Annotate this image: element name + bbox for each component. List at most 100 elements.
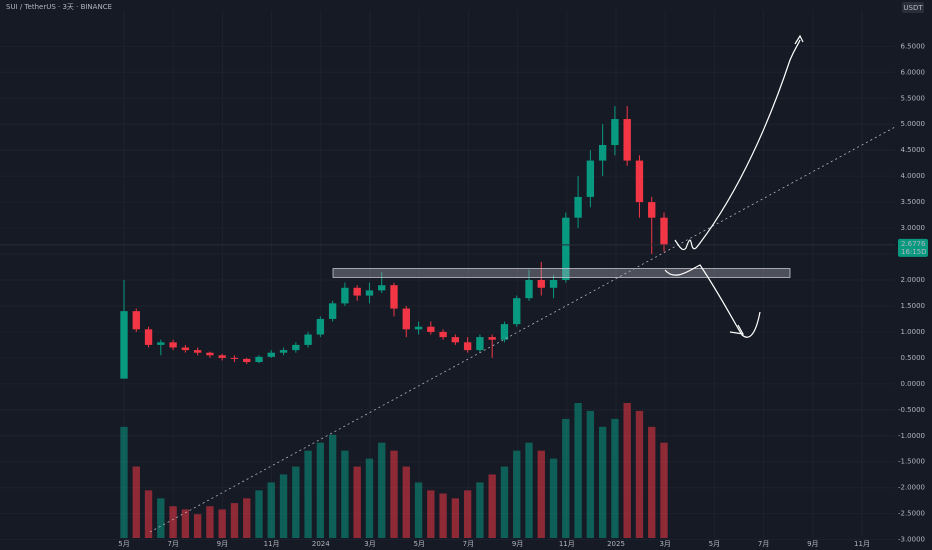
- x-tick-label: 9月: [217, 540, 228, 548]
- y-tick-label: 4.0000: [901, 172, 926, 180]
- candle-body: [402, 308, 410, 330]
- candle-body: [193, 350, 202, 353]
- candle-body: [451, 337, 460, 343]
- volume-bar: [243, 498, 251, 538]
- candle-body: [157, 342, 165, 345]
- candle-body: [365, 290, 374, 296]
- candle-body: [328, 303, 337, 319]
- volume-bar: [574, 403, 582, 538]
- y-tick-label: -1.0000: [898, 432, 925, 440]
- last-price-box: [898, 238, 928, 257]
- candle-body: [243, 358, 251, 363]
- candle-body: [660, 217, 668, 245]
- candle-body: [598, 145, 607, 161]
- volume-bar: [353, 466, 361, 538]
- volume-bar: [206, 506, 214, 538]
- volume-bar: [648, 426, 656, 538]
- x-tick-label: 5月: [709, 540, 720, 548]
- volume-bar: [279, 474, 288, 538]
- y-tick-label: -0.5000: [898, 406, 925, 414]
- volume-bar: [292, 466, 300, 538]
- volume-bar: [598, 426, 607, 538]
- candle-body: [353, 287, 361, 296]
- y-tick-label: -2.5000: [898, 510, 925, 518]
- volume-bar: [157, 498, 165, 538]
- currency-label: USDT: [903, 4, 923, 12]
- x-tick-label: 2024: [312, 540, 330, 548]
- candle-body: [120, 311, 128, 379]
- candle-body: [513, 298, 521, 325]
- trend-line: [149, 126, 896, 533]
- candle-body: [304, 334, 312, 345]
- volume-bar: [427, 490, 435, 538]
- y-tick-label: 4.5000: [901, 146, 926, 154]
- candle-body: [549, 280, 558, 288]
- volume-bar: [378, 442, 386, 538]
- volume-bar: [316, 442, 325, 538]
- y-tick-label: -1.5000: [898, 458, 925, 466]
- candle-body: [463, 342, 472, 351]
- volume-bar: [463, 490, 472, 538]
- candle-body: [390, 285, 398, 309]
- volume-bar: [500, 466, 509, 538]
- volume-bar: [390, 450, 398, 538]
- x-tick-label: 11月: [854, 540, 870, 548]
- candle-body: [623, 119, 631, 161]
- candle-body: [181, 347, 190, 351]
- volume-bar: [365, 458, 374, 538]
- volume-bar: [144, 490, 153, 538]
- volume-bar: [451, 498, 460, 538]
- volume-bar: [193, 514, 202, 538]
- candle-body: [611, 119, 619, 145]
- x-tick-label: 9月: [512, 540, 523, 548]
- candle-body: [316, 318, 325, 335]
- candle-body: [488, 337, 496, 340]
- volume-bar: [635, 410, 644, 538]
- currency-box: [902, 2, 924, 13]
- support-zone: [332, 268, 791, 278]
- x-tick-label: 7月: [758, 540, 769, 548]
- volume-bar: [660, 442, 668, 538]
- candle-body: [414, 326, 423, 330]
- candle-body: [648, 202, 656, 218]
- volume-bar: [304, 450, 312, 538]
- volume-bar: [230, 503, 239, 538]
- candle-body: [439, 331, 447, 338]
- volume-bar: [132, 466, 140, 538]
- candle-body: [279, 350, 288, 353]
- drawn-up-arrow: [674, 34, 804, 251]
- y-tick-label: 6.0000: [901, 68, 926, 76]
- candle-body: [427, 326, 435, 332]
- candle-body: [635, 160, 644, 203]
- candle-body: [255, 356, 263, 363]
- x-tick-label: 11月: [559, 540, 575, 548]
- volume-bar: [476, 482, 484, 538]
- y-tick-label: -2.0000: [898, 484, 925, 492]
- candle-body: [341, 287, 349, 304]
- volume-bar: [120, 426, 128, 538]
- drawn-down-arrow: [664, 264, 761, 338]
- volume-bar: [328, 434, 337, 538]
- volume-bar: [181, 509, 190, 538]
- candle-body: [476, 337, 484, 351]
- y-tick-label: 3.5000: [901, 198, 926, 206]
- chart-title: SUI / TetherUS · 3天 · BINANCE: [6, 3, 112, 11]
- candle-body: [292, 344, 300, 351]
- x-tick-label: 5月: [413, 540, 424, 548]
- volume-bar: [611, 418, 619, 538]
- candle-body: [378, 285, 386, 291]
- x-tick-label: 7月: [463, 540, 474, 548]
- volume-bar: [537, 450, 545, 538]
- volume-bar: [341, 450, 349, 538]
- volume-bar: [402, 466, 410, 538]
- x-tick-label: 7月: [167, 540, 178, 548]
- y-tick-label: 2.0000: [901, 276, 926, 284]
- candle-body: [169, 342, 177, 348]
- y-tick-label: 5.0000: [901, 120, 926, 128]
- y-tick-label: 5.5000: [901, 94, 926, 102]
- volume-bar: [525, 442, 533, 538]
- volume-bar: [513, 450, 521, 538]
- candle-body: [537, 280, 545, 288]
- candle-body: [574, 196, 582, 218]
